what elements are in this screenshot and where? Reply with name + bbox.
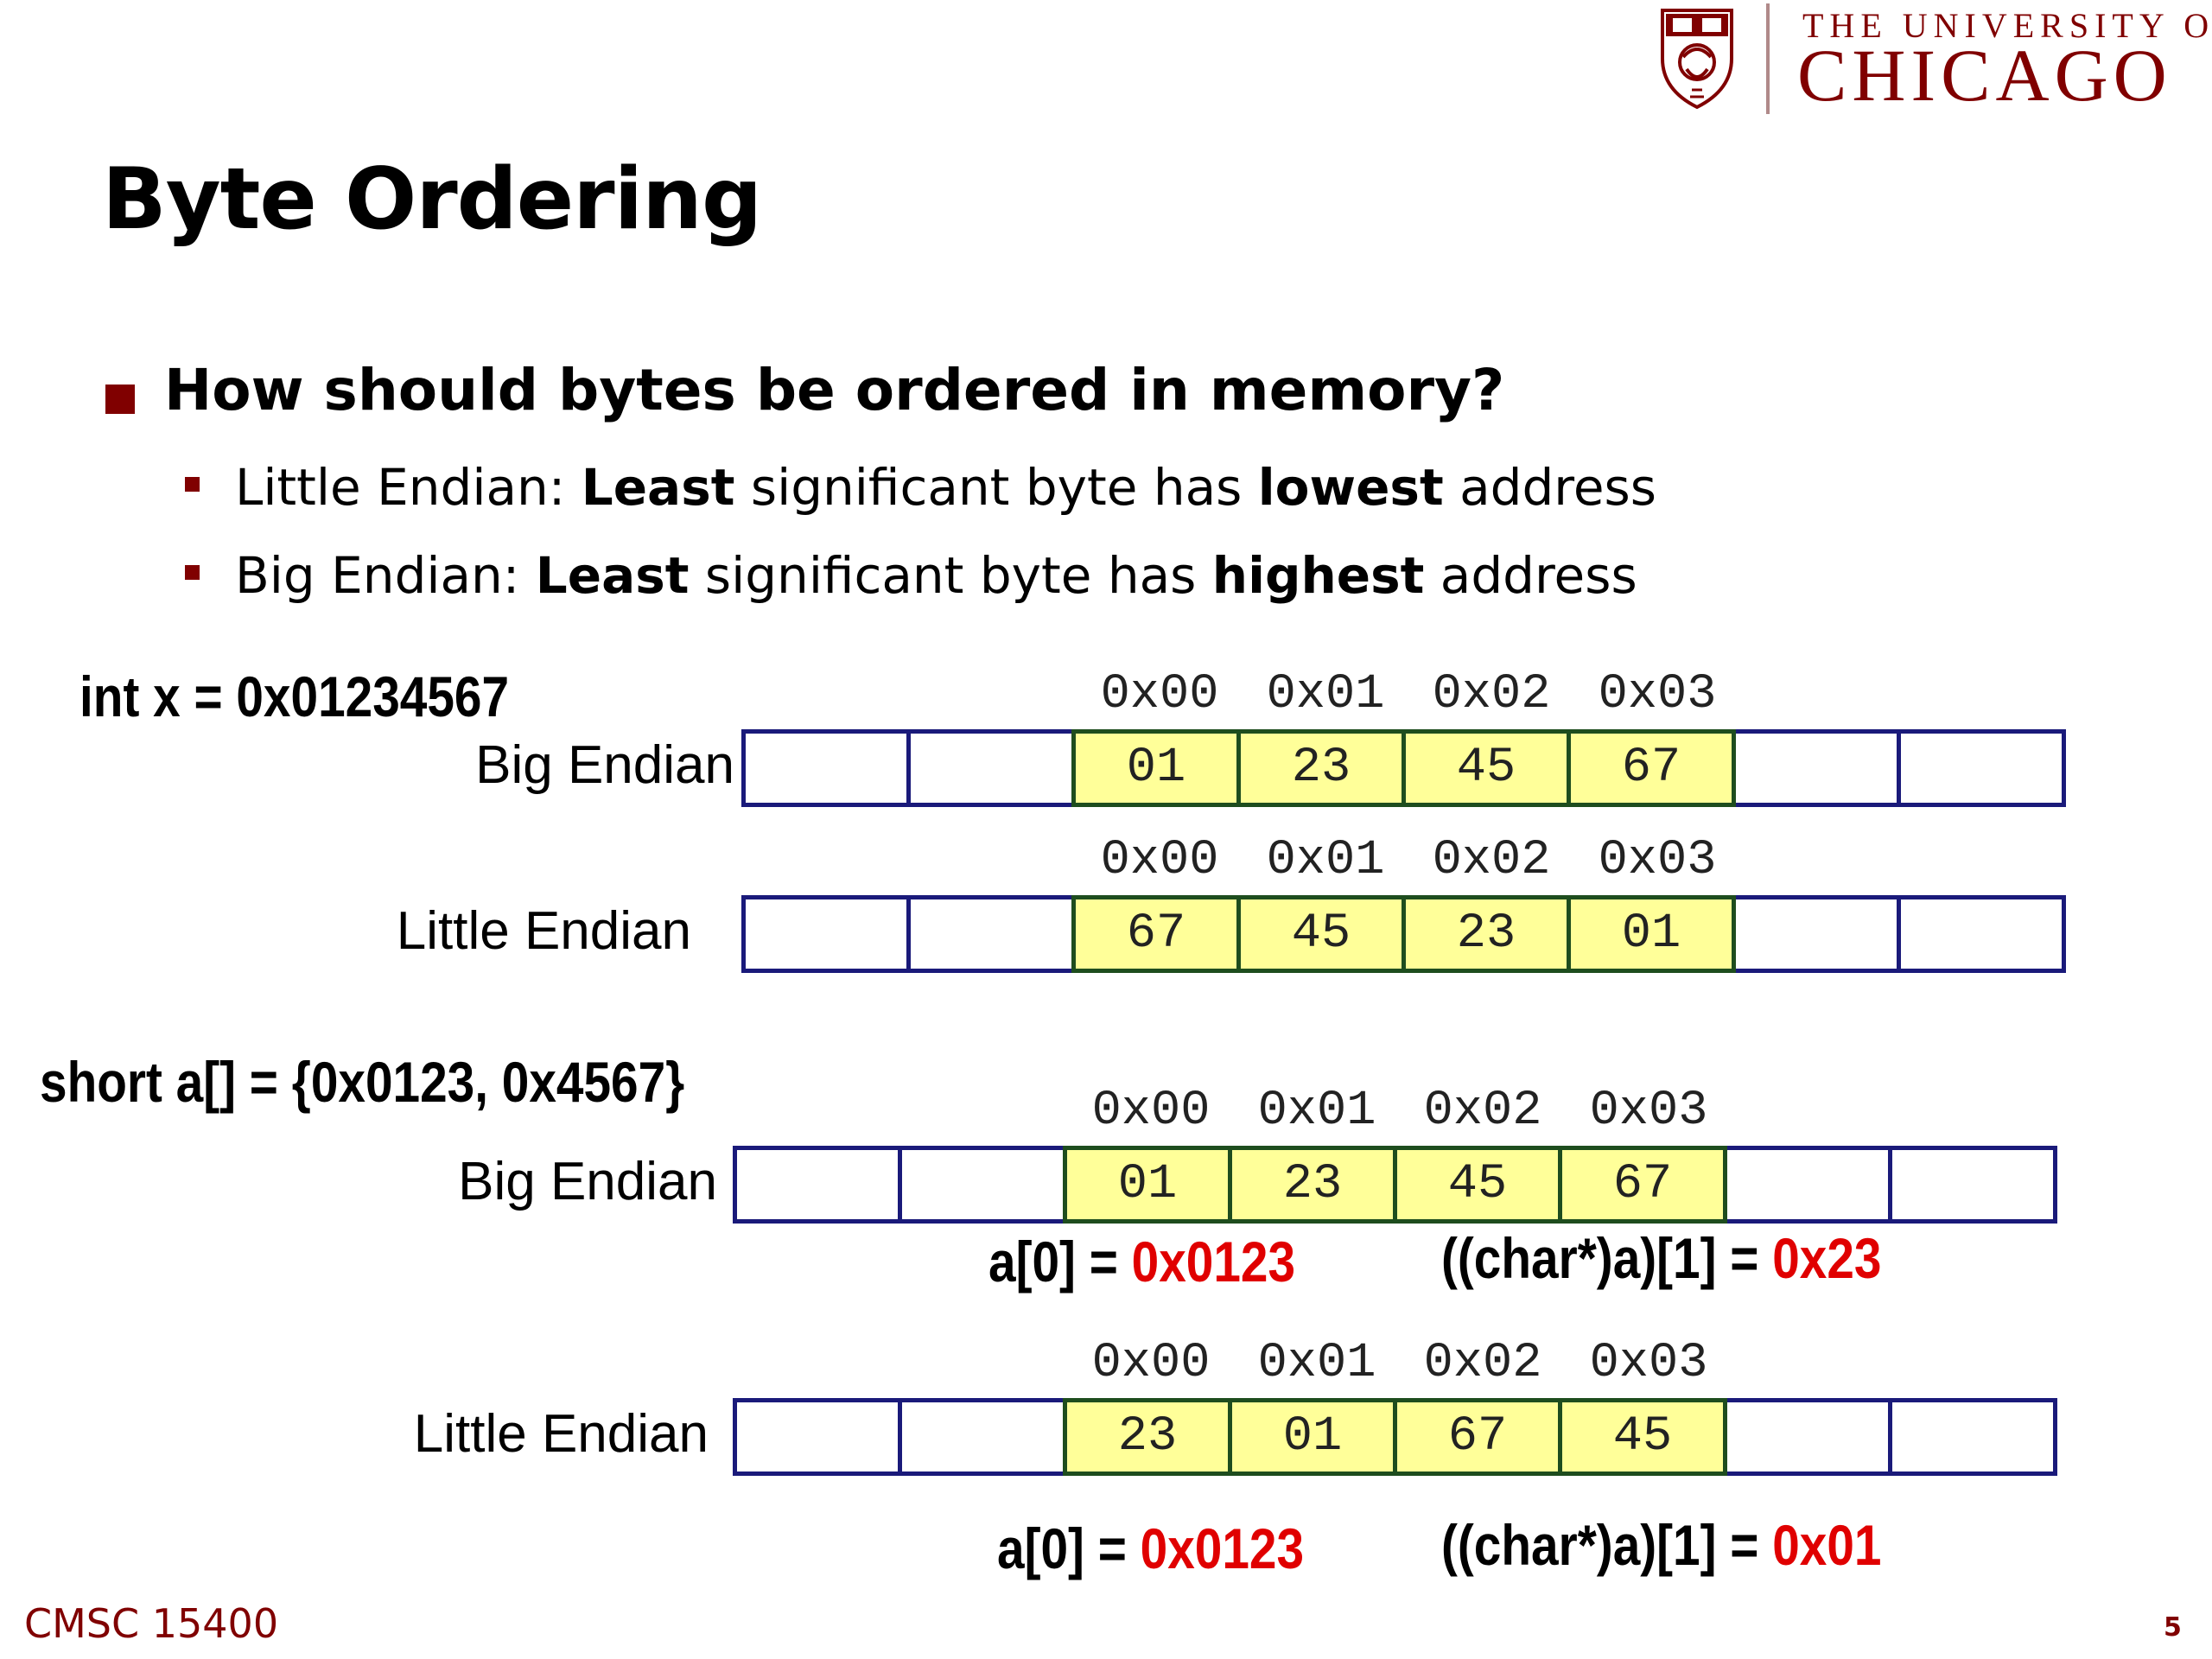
row-label-big-endian: Big Endian bbox=[475, 735, 734, 795]
logo-chicago: CHICAGO bbox=[1797, 34, 2172, 117]
address-label: 0x00 bbox=[1091, 1336, 1211, 1391]
address-label: 0x02 bbox=[1432, 833, 1551, 888]
address-label: 0x01 bbox=[1266, 833, 1385, 888]
memory-byte: 45 bbox=[1393, 1146, 1562, 1224]
sub-bullet-icon bbox=[185, 565, 200, 580]
address-label: 0x02 bbox=[1423, 1336, 1542, 1391]
memory-row-int-little: 67 45 23 01 bbox=[741, 895, 2066, 973]
equation-big-a0: a[0] = 0x0123 bbox=[988, 1230, 1296, 1294]
memory-cell bbox=[906, 895, 1076, 973]
equation-little-a0: a[0] = 0x0123 bbox=[997, 1516, 1305, 1580]
address-label: 0x03 bbox=[1589, 1084, 1708, 1139]
memory-byte: 23 bbox=[1063, 1398, 1232, 1476]
address-row: 0x00 0x01 0x02 0x03 bbox=[1068, 1084, 1732, 1139]
memory-cell bbox=[1888, 1398, 2057, 1476]
bullet-square-icon bbox=[105, 385, 135, 414]
address-label: 0x00 bbox=[1091, 1084, 1211, 1139]
sub-bullet-icon bbox=[185, 477, 200, 492]
memory-byte: 23 bbox=[1402, 895, 1571, 973]
memory-byte: 67 bbox=[1567, 729, 1736, 807]
memory-cell bbox=[741, 895, 911, 973]
memory-byte: 67 bbox=[1071, 895, 1241, 973]
memory-byte: 23 bbox=[1228, 1146, 1397, 1224]
memory-cell bbox=[733, 1146, 902, 1224]
memory-cell bbox=[1888, 1146, 2057, 1224]
question-text: How should bytes be ordered in memory? bbox=[164, 357, 1505, 423]
memory-byte: 01 bbox=[1567, 895, 1736, 973]
equation-value: 0x0123 bbox=[1131, 1230, 1296, 1294]
row-label-big-endian: Big Endian bbox=[458, 1152, 717, 1211]
short-declaration: short a[] = {0x0123, 0x4567} bbox=[40, 1050, 685, 1114]
equation-value: 0x0123 bbox=[1140, 1516, 1305, 1580]
memory-byte: 01 bbox=[1228, 1398, 1397, 1476]
bullet-little-endian: Little Endian: Least significant byte ha… bbox=[235, 458, 1656, 517]
equation-big-char1: ((char*)a)[1] = 0x23 bbox=[1441, 1226, 1882, 1290]
address-label: 0x00 bbox=[1100, 667, 1219, 722]
address-label: 0x01 bbox=[1257, 1336, 1376, 1391]
memory-byte: 45 bbox=[1402, 729, 1571, 807]
address-row: 0x00 0x01 0x02 0x03 bbox=[1077, 833, 1740, 888]
address-label: 0x02 bbox=[1423, 1084, 1542, 1139]
memory-cell bbox=[1897, 729, 2066, 807]
memory-cell bbox=[1723, 1146, 1892, 1224]
memory-cell bbox=[898, 1398, 1067, 1476]
equation-little-char1: ((char*)a)[1] = 0x01 bbox=[1441, 1513, 1882, 1577]
memory-byte: 45 bbox=[1558, 1398, 1727, 1476]
logo-divider bbox=[1766, 3, 1770, 114]
memory-cell bbox=[741, 729, 911, 807]
footer-course: CMSC 15400 bbox=[24, 1600, 279, 1647]
memory-byte: 67 bbox=[1558, 1146, 1727, 1224]
address-label: 0x03 bbox=[1589, 1336, 1708, 1391]
university-seal-icon bbox=[1661, 9, 1733, 109]
memory-cell bbox=[1732, 895, 1901, 973]
address-label: 0x03 bbox=[1598, 833, 1717, 888]
logo-university-of: THE UNIVERSITY OF bbox=[1802, 6, 2212, 45]
address-label: 0x03 bbox=[1598, 667, 1717, 722]
memory-cell bbox=[1723, 1398, 1892, 1476]
int-declaration: int x = 0x01234567 bbox=[79, 664, 510, 728]
memory-cell bbox=[1732, 729, 1901, 807]
memory-cell bbox=[906, 729, 1076, 807]
memory-cell bbox=[898, 1146, 1067, 1224]
memory-byte: 01 bbox=[1063, 1146, 1232, 1224]
address-label: 0x02 bbox=[1432, 667, 1551, 722]
address-label: 0x01 bbox=[1266, 667, 1385, 722]
memory-byte: 01 bbox=[1071, 729, 1241, 807]
address-label: 0x01 bbox=[1257, 1084, 1376, 1139]
memory-byte: 45 bbox=[1236, 895, 1406, 973]
equation-value: 0x23 bbox=[1772, 1226, 1882, 1290]
slide-title: Byte Ordering bbox=[102, 150, 762, 249]
address-label: 0x00 bbox=[1100, 833, 1219, 888]
row-label-little-endian: Little Endian bbox=[396, 901, 691, 961]
row-label-little-endian: Little Endian bbox=[413, 1404, 709, 1464]
address-row: 0x00 0x01 0x02 0x03 bbox=[1068, 1336, 1732, 1391]
memory-row-short-big: 01 23 45 67 bbox=[733, 1146, 2057, 1224]
memory-byte: 67 bbox=[1393, 1398, 1562, 1476]
memory-row-short-little: 23 01 67 45 bbox=[733, 1398, 2057, 1476]
memory-cell bbox=[733, 1398, 902, 1476]
page-number: 5 bbox=[2164, 1612, 2182, 1643]
address-row: 0x00 0x01 0x02 0x03 bbox=[1077, 667, 1740, 722]
memory-row-int-big: 01 23 45 67 bbox=[741, 729, 2066, 807]
equation-value: 0x01 bbox=[1772, 1513, 1882, 1577]
memory-cell bbox=[1897, 895, 2066, 973]
memory-byte: 23 bbox=[1236, 729, 1406, 807]
bullet-big-endian: Big Endian: Least significant byte has h… bbox=[235, 546, 1637, 605]
